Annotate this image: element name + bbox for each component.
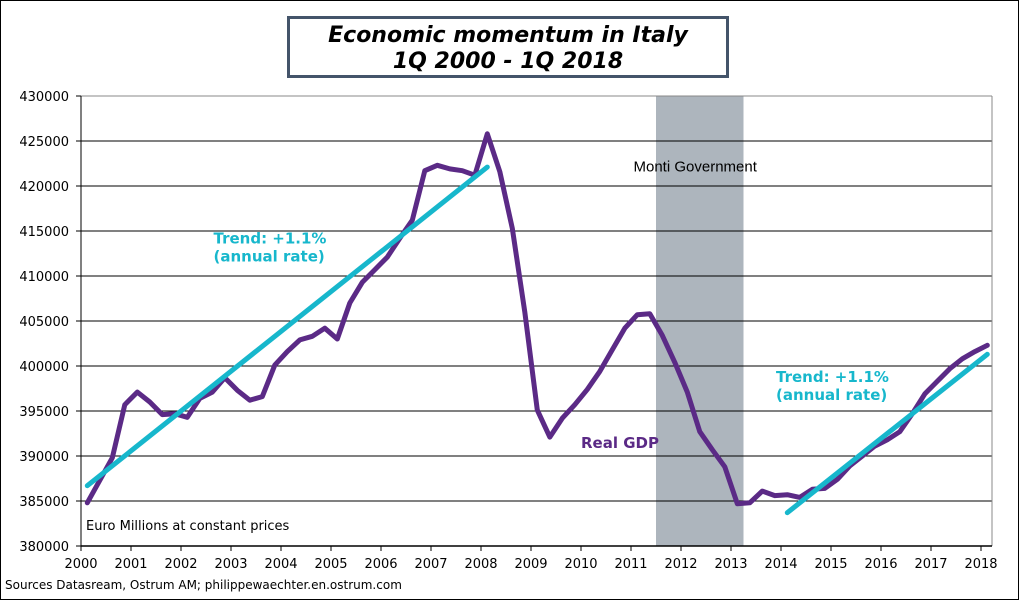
- y-tick-label: 400000: [19, 360, 69, 375]
- x-tick-label: 2017: [914, 557, 947, 572]
- y-tick-label: 380000: [19, 540, 69, 555]
- trend-2014-2018-line: [784, 351, 990, 516]
- x-tick-label: 2014: [764, 557, 797, 572]
- x-tick-label: 2005: [314, 557, 347, 572]
- y-tick-label: 415000: [19, 225, 69, 240]
- x-tick-label: 2012: [664, 557, 697, 572]
- x-tick-label: 2000: [64, 557, 97, 572]
- y-tick-label: 420000: [19, 180, 69, 195]
- y-tick-label: 395000: [19, 405, 69, 420]
- y-tick-label: 425000: [19, 135, 69, 150]
- trend-annotation-left-rate: (annual rate): [214, 248, 325, 266]
- trend-annotation-left: Trend: +1.1%: [214, 230, 327, 248]
- x-tick-label: 2003: [214, 557, 247, 572]
- trend-annotation-right-rate: (annual rate): [776, 386, 887, 404]
- y-tick-label: 410000: [19, 270, 69, 285]
- y-tick-label: 390000: [19, 450, 69, 465]
- chart-title: Economic momentum in Italy: [328, 23, 688, 48]
- x-tick-label: 2006: [364, 557, 397, 572]
- y-tick-label: 405000: [19, 315, 69, 330]
- source-note: Sources Datasream, Ostrum AM; philippewa…: [5, 578, 402, 592]
- real-gdp-line: [84, 131, 990, 507]
- units-label: Euro Millions at constant prices: [86, 519, 290, 534]
- real-gdp-label: Real GDP: [581, 434, 659, 452]
- chart-subtitle: 1Q 2000 - 1Q 2018: [392, 49, 624, 74]
- y-tick-label: 385000: [19, 495, 69, 510]
- x-tick-label: 2011: [614, 557, 647, 572]
- x-tick-label: 2008: [464, 557, 497, 572]
- x-tick-label: 2009: [514, 557, 547, 572]
- trend-2000-2008-line: [84, 164, 490, 489]
- chart-title-box: Economic momentum in Italy 1Q 2000 - 1Q …: [287, 16, 729, 78]
- x-tick-label: 2010: [564, 557, 597, 572]
- x-tick-label: 2001: [114, 557, 147, 572]
- x-tick-label: 2002: [164, 557, 197, 572]
- x-tick-label: 2015: [814, 557, 847, 572]
- monti-government-label: Monti Government: [634, 159, 758, 176]
- x-tick-label: 2013: [714, 557, 747, 572]
- x-tick-label: 2016: [864, 557, 897, 572]
- x-tick-label: 2004: [264, 557, 297, 572]
- x-tick-label: 2018: [964, 557, 997, 572]
- trend-annotation-right: Trend: +1.1%: [776, 368, 889, 386]
- x-tick-label: 2007: [414, 557, 447, 572]
- y-tick-label: 430000: [19, 90, 69, 105]
